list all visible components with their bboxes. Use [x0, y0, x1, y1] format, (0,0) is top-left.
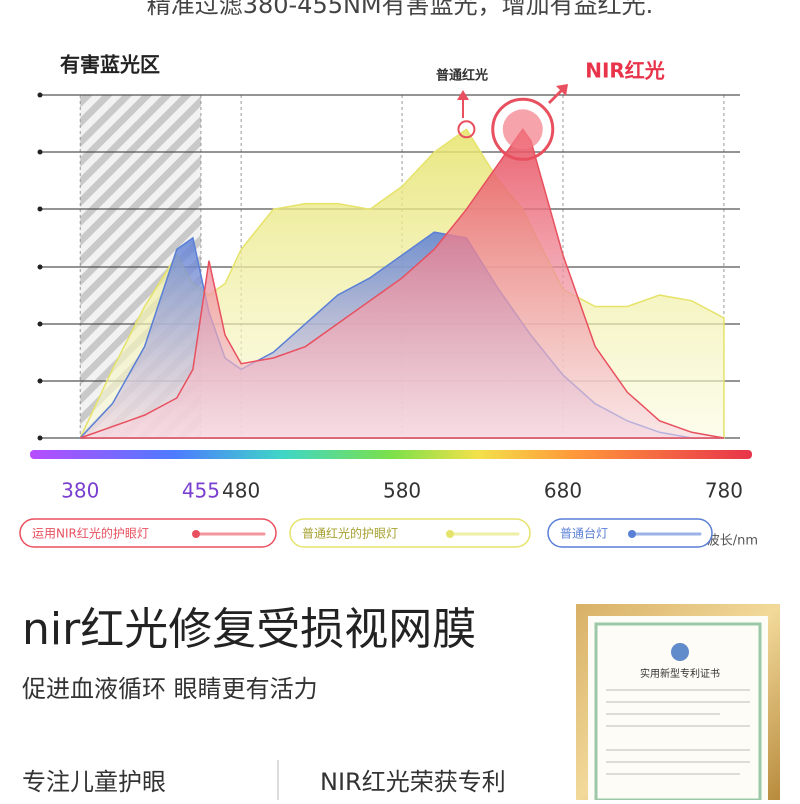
feature-left: 专注儿童护眼 [22, 768, 166, 796]
peak-marker [491, 97, 555, 161]
annotation: 普通红光 [436, 68, 488, 84]
x-tick-label: 480 [222, 479, 260, 503]
spectrum-bar [30, 450, 752, 459]
legend-swatch [192, 530, 200, 538]
x-tick-label: 380 [61, 479, 99, 503]
legend-swatch [446, 530, 454, 538]
legend-item [289, 518, 531, 548]
legend-label: 普通台灯 [560, 526, 608, 541]
legend-swatch [628, 530, 636, 538]
legend-item [19, 518, 277, 548]
legend-label: 普通红光的护眼灯 [302, 526, 398, 541]
x-tick-label: 780 [705, 479, 743, 503]
area [79, 127, 725, 439]
feature-right: NIR红光荣获专利 [320, 768, 506, 796]
peak-marker [457, 120, 476, 139]
x-tick-label: 680 [544, 479, 582, 503]
zone-label: 有害蓝光区 [60, 53, 160, 77]
certificate-title: 实用新型专利证书 [640, 667, 720, 680]
x-tick-label: 580 [383, 479, 421, 503]
peak-marker [502, 109, 543, 150]
legend-label: 运用NIR红光的护眼灯 [32, 526, 149, 541]
annotation: NIR红光 [585, 59, 665, 83]
feature-title: nir红光修复受损视网膜 [22, 604, 476, 655]
x-tick-label: 455 [182, 479, 220, 503]
certificate: 实用新型专利证书 [576, 604, 780, 802]
x-unit-label: 波长/nm [707, 534, 758, 549]
feature-subtitle: 促进血液循环 眼睛更有活力 [22, 675, 318, 703]
header-title: 精准过滤380-455NM有害蓝光，增加有益红光. [147, 0, 654, 19]
